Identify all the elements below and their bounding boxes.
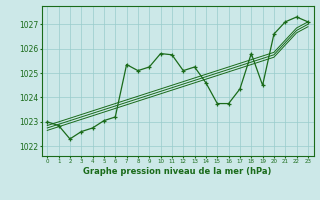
X-axis label: Graphe pression niveau de la mer (hPa): Graphe pression niveau de la mer (hPa) xyxy=(84,167,272,176)
